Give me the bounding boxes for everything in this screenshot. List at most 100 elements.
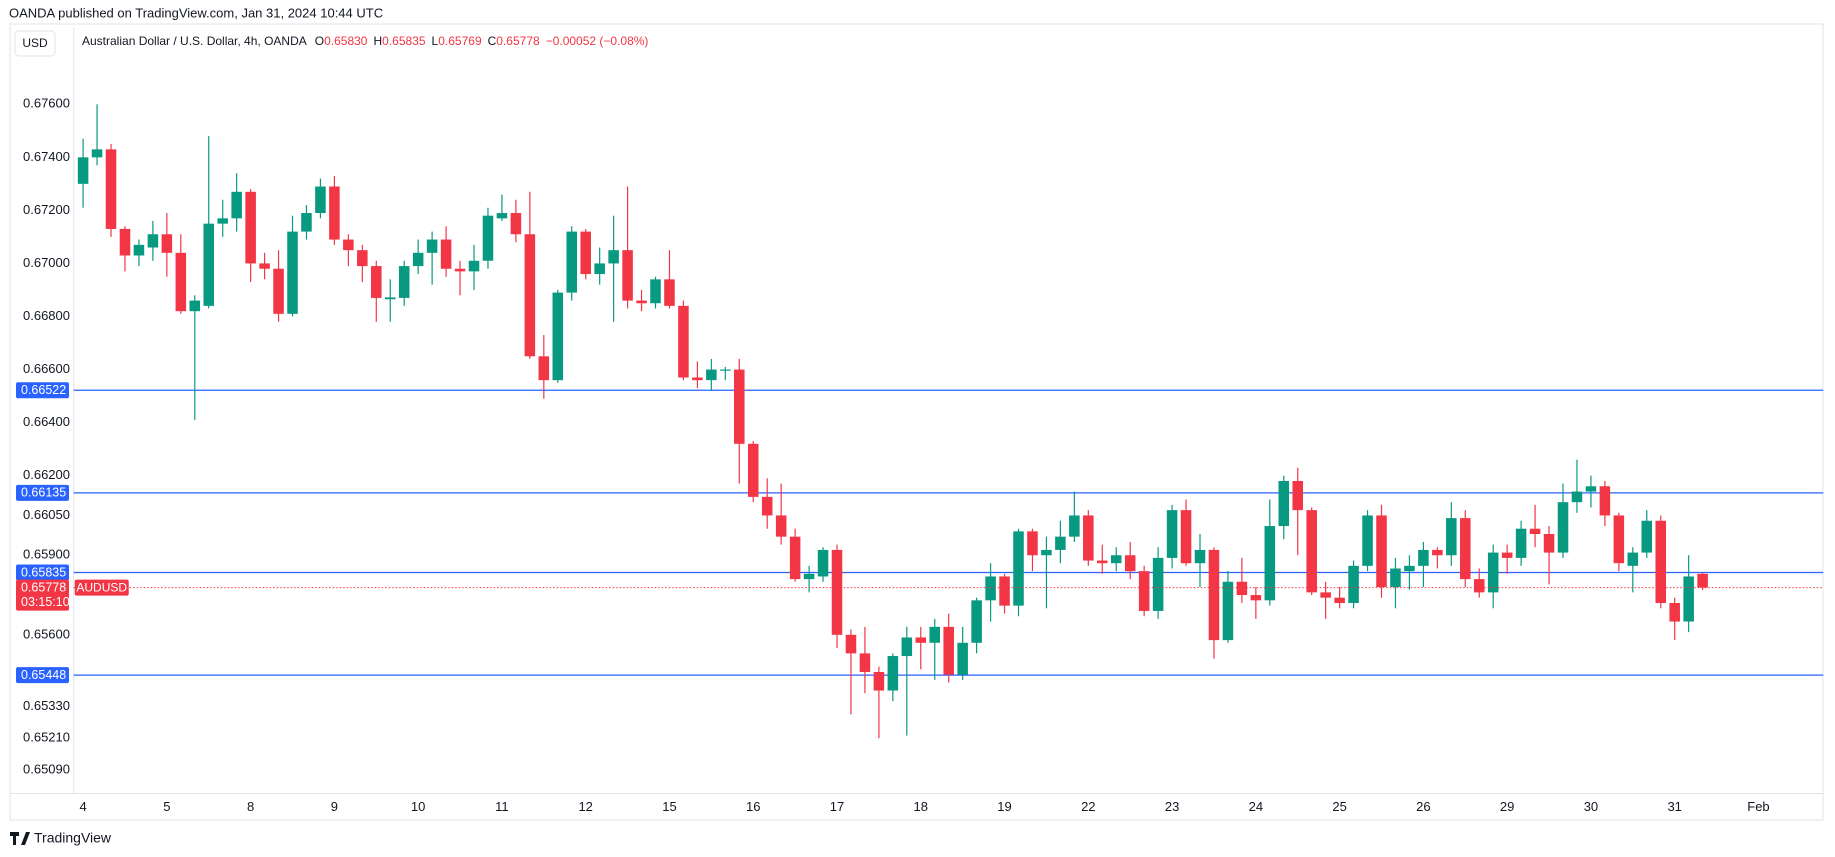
y-tick-label: 0.65210 <box>23 730 70 745</box>
candle-body <box>747 443 759 497</box>
x-tick-label: 12 <box>578 799 592 814</box>
level-label-box <box>16 484 69 501</box>
candle-body <box>1334 597 1345 603</box>
candle-body <box>496 213 508 219</box>
candle-body <box>1460 518 1471 580</box>
y-tick-label: 0.65600 <box>23 626 70 641</box>
candle-body <box>301 213 312 232</box>
currency-button[interactable] <box>14 30 56 57</box>
y-tick-label: 0.67400 <box>23 149 70 164</box>
candle-body <box>510 213 522 235</box>
candle-body <box>1013 531 1024 606</box>
candle-body <box>412 252 424 267</box>
candle-body <box>1404 565 1415 572</box>
y-tick-label: 0.66400 <box>23 414 70 429</box>
candle-body <box>901 637 913 657</box>
x-tick-label: 17 <box>830 799 844 814</box>
candle-body <box>1083 515 1094 561</box>
candle-body <box>77 157 89 184</box>
x-tick-label: 16 <box>746 799 760 814</box>
x-tick-label: 23 <box>1165 799 1179 814</box>
candle-body <box>566 231 578 293</box>
candle-body <box>426 239 438 253</box>
x-tick-label: 22 <box>1081 799 1095 814</box>
candle-body <box>650 279 661 304</box>
candle-body <box>706 369 717 381</box>
candle-body <box>720 369 731 371</box>
currency-label: USD <box>22 36 48 50</box>
candle-body <box>1264 526 1276 601</box>
y-tick-label: 0.67000 <box>23 255 70 270</box>
candle-body <box>91 149 103 158</box>
candle-body <box>1487 552 1499 593</box>
legend-key: H <box>373 34 382 48</box>
countdown-label: 03:15:10 <box>21 595 70 609</box>
candle-body <box>287 231 298 314</box>
candle-body <box>147 234 159 248</box>
candle-body <box>1166 510 1178 558</box>
candle-body <box>789 536 801 580</box>
x-tick-label: 8 <box>247 799 254 814</box>
candle-body <box>1236 581 1248 596</box>
y-tick-label: 0.66200 <box>23 467 70 482</box>
candle-body <box>1194 549 1206 564</box>
candle-body <box>831 549 843 635</box>
candle-body <box>1529 528 1541 535</box>
candle-body <box>1250 595 1262 601</box>
candle-body <box>1655 520 1666 603</box>
candle-body <box>468 260 480 272</box>
candle-body <box>678 305 689 378</box>
x-tick-label: 30 <box>1584 799 1598 814</box>
current-price-label: 0.65778 <box>21 580 66 594</box>
level-label: 0.66522 <box>21 383 66 397</box>
candle-body <box>929 626 941 643</box>
legend-key: O <box>315 34 324 48</box>
level-label-box <box>16 382 69 399</box>
candle-body <box>1669 602 1680 622</box>
y-tick-label: 0.65090 <box>23 762 70 777</box>
candle-body <box>119 228 131 256</box>
candle-body <box>524 234 536 357</box>
x-tick-label: 19 <box>997 799 1011 814</box>
x-tick-label: Feb <box>1747 799 1769 814</box>
x-tick-label: 29 <box>1500 799 1514 814</box>
candle-body <box>873 671 885 691</box>
candle-body <box>887 656 899 691</box>
candle-body <box>315 186 326 214</box>
legend-value: 0.65769 <box>438 34 482 48</box>
legend-title: Australian Dollar / U.S. Dollar, 4h, OAN… <box>82 34 307 48</box>
current-price-box <box>16 579 69 611</box>
candle-body <box>1278 480 1290 527</box>
legend-key: L <box>432 34 439 48</box>
candle-body <box>1683 576 1694 622</box>
candle-body <box>1055 536 1066 550</box>
candle-body <box>1557 502 1569 553</box>
candle-body <box>803 573 815 580</box>
candle-body <box>594 263 605 275</box>
x-tick-label: 5 <box>163 799 170 814</box>
candle-body <box>482 215 494 261</box>
candle-body <box>1432 549 1443 556</box>
candle-body <box>440 239 452 269</box>
candle-body <box>175 252 187 312</box>
candle-body <box>1110 555 1122 564</box>
level-label: 0.66135 <box>21 486 66 500</box>
candle-body <box>105 149 117 229</box>
candle-body <box>189 300 201 312</box>
candle-body <box>775 515 787 537</box>
candle-body <box>1041 549 1052 556</box>
candle-body <box>957 642 968 675</box>
candle-body <box>1222 581 1234 641</box>
candle-body <box>664 279 675 306</box>
candle-body <box>1362 515 1373 566</box>
footer-logo <box>10 832 30 845</box>
chart-frame <box>9 23 1824 821</box>
legend-value: 0.65835 <box>382 34 426 48</box>
level-label: 0.65835 <box>21 565 66 579</box>
legend-value: 0.65778 <box>496 34 540 48</box>
candle-body <box>1376 515 1387 588</box>
y-tick-label: 0.65900 <box>23 547 70 562</box>
candle-body <box>1027 531 1038 556</box>
candle-body <box>1501 552 1513 558</box>
